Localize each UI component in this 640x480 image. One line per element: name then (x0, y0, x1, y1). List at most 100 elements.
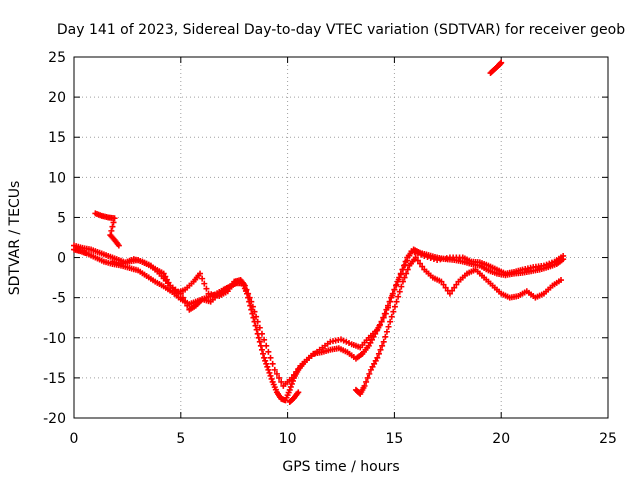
y-tick-label: 15 (48, 130, 66, 146)
x-tick-label: 25 (599, 431, 617, 447)
data-point (404, 266, 411, 273)
data-point (197, 270, 204, 277)
data-point (368, 336, 375, 343)
data-point (248, 306, 255, 313)
data-point (268, 375, 275, 382)
data-point (267, 354, 274, 361)
data-point (419, 263, 426, 270)
data-point (269, 360, 276, 367)
x-tick-label: 5 (176, 431, 185, 447)
data-point (245, 290, 252, 297)
data-point (388, 313, 395, 320)
data-point (203, 285, 210, 292)
data-marks (71, 59, 567, 405)
data-point (403, 270, 410, 277)
series-mid-offset (109, 256, 231, 313)
data-point (256, 324, 263, 331)
x-tick-label: 10 (279, 431, 297, 447)
data-point (253, 326, 260, 333)
data-point (278, 378, 285, 385)
data-point (421, 252, 428, 259)
y-tick-label: -5 (52, 291, 66, 307)
data-point (414, 257, 421, 264)
y-tick-label: 20 (48, 90, 66, 106)
data-point (363, 378, 370, 385)
data-point (449, 287, 456, 294)
data-point (387, 318, 394, 325)
data-point (289, 377, 296, 384)
data-point (397, 271, 404, 278)
data-point (375, 350, 382, 357)
data-point (258, 346, 265, 353)
data-point (377, 346, 384, 353)
data-point (418, 251, 425, 258)
data-point (395, 276, 402, 283)
data-point (382, 310, 389, 317)
data-point (201, 280, 208, 287)
data-point (446, 290, 453, 297)
data-point (271, 366, 278, 373)
data-point (364, 374, 371, 381)
data-point (453, 281, 460, 288)
data-point (253, 313, 260, 320)
data-point (560, 252, 567, 259)
data-point (427, 254, 434, 261)
data-point (369, 363, 376, 370)
y-tick-label: -20 (43, 411, 66, 427)
data-point (365, 342, 372, 349)
x-axis-label: GPS time / hours (282, 459, 399, 475)
y-tick-label: 25 (48, 50, 66, 66)
data-point (372, 357, 379, 364)
data-point (380, 338, 387, 345)
data-point (267, 372, 274, 379)
axis-ticks: 0 5 10 15 20 25 -20 -15 -10 -5 0 5 10 15 20 25 (43, 50, 617, 447)
data-point (246, 294, 253, 301)
data-point (398, 283, 405, 290)
data-point (111, 215, 118, 222)
data-point (404, 257, 411, 264)
data-point (266, 369, 273, 376)
data-point (411, 249, 418, 256)
data-point (374, 326, 381, 333)
data-point (184, 302, 191, 309)
data-point (288, 374, 295, 381)
data-point (179, 294, 186, 301)
y-tick-label: 10 (48, 170, 66, 186)
data-point (385, 323, 392, 330)
data-point (440, 281, 447, 288)
data-point (241, 282, 248, 289)
data-point (162, 273, 169, 280)
data-point (376, 322, 383, 329)
data-point (264, 363, 271, 370)
data-point (498, 59, 505, 66)
data-point (399, 278, 406, 285)
data-point (260, 350, 267, 357)
data-point (442, 284, 449, 291)
data-point (361, 382, 368, 389)
data-point (424, 253, 431, 260)
data-point (378, 318, 385, 325)
y-tick-label: -15 (43, 371, 66, 387)
data-point (263, 342, 270, 349)
data-point (380, 314, 387, 321)
grid-lines (74, 57, 608, 418)
data-point (256, 338, 263, 345)
series-early-offset (92, 210, 122, 249)
data-point (286, 386, 293, 393)
data-point (295, 389, 302, 396)
data-point (276, 374, 283, 381)
data-point (261, 336, 268, 343)
plot-frame (73, 56, 609, 419)
data-point (182, 298, 189, 305)
x-tick-label: 20 (492, 431, 510, 447)
data-point (387, 298, 394, 305)
data-point (251, 308, 258, 315)
y-tick-label: -10 (43, 331, 66, 347)
data-point (265, 366, 272, 373)
data-point (408, 248, 415, 255)
data-point (390, 308, 397, 315)
data-point (110, 219, 117, 226)
data-point (261, 354, 268, 361)
data-point (391, 286, 398, 293)
data-point (374, 354, 381, 361)
